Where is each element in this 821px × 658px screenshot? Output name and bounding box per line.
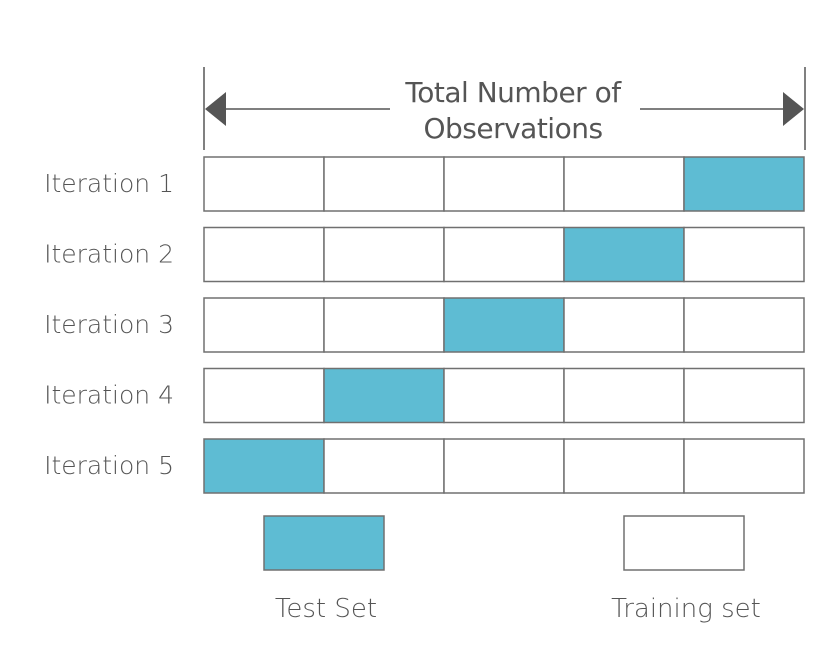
training-fold-cell (203, 367, 325, 424)
iteration-row-5: Iteration 5 (44, 438, 805, 494)
iteration-label: Iteration 5 (44, 451, 174, 480)
iteration-row-3: Iteration 3 (44, 297, 805, 353)
training-fold-cell (563, 297, 685, 353)
iteration-label: Iteration 2 (44, 240, 174, 269)
iteration-row-2: Iteration 2 (44, 226, 805, 283)
iteration-rows: Iteration 1 Iteration 2 Iteration 3 Iterati… (44, 156, 805, 494)
training-fold-cell (203, 156, 325, 212)
training-fold-cell (323, 226, 445, 283)
training-fold-cell (683, 297, 805, 353)
training-fold-cell (563, 156, 685, 212)
training-fold-cell (443, 438, 565, 494)
legend-test-label: Test Set (275, 594, 377, 624)
training-fold-cell (203, 226, 325, 283)
test-fold-cell (323, 367, 445, 424)
training-fold-cell (443, 156, 565, 212)
iteration-row-1: Iteration 1 (44, 156, 805, 212)
legend-train-swatch (623, 515, 745, 571)
test-fold-cell (203, 438, 325, 494)
iteration-label: Iteration 4 (44, 381, 174, 410)
training-fold-cell (683, 226, 805, 283)
title-line-2: Observations (423, 112, 602, 145)
test-fold-cell (443, 297, 565, 353)
iteration-row-4: Iteration 4 (44, 367, 805, 424)
test-fold-cell (683, 156, 805, 212)
legend: Test Set Training set (263, 515, 761, 624)
iteration-label: Iteration 3 (44, 310, 174, 339)
iteration-label: Iteration 1 (44, 169, 174, 198)
test-fold-cell (563, 226, 685, 283)
training-fold-cell (443, 367, 565, 424)
training-fold-cell (683, 438, 805, 494)
training-fold-cell (683, 367, 805, 424)
left-arrowhead-icon (205, 92, 226, 126)
training-fold-cell (563, 438, 685, 494)
training-fold-cell (323, 156, 445, 212)
right-arrowhead-icon (783, 92, 804, 126)
total-observations-indicator: Total Number of Observations (203, 67, 806, 150)
training-fold-cell (203, 297, 325, 353)
legend-train-label: Training set (611, 594, 761, 624)
training-fold-cell (563, 367, 685, 424)
legend-test-swatch (263, 515, 385, 571)
training-fold-cell (323, 297, 445, 353)
training-fold-cell (323, 438, 445, 494)
training-fold-cell (443, 226, 565, 283)
title-line-1: Total Number of (404, 76, 622, 109)
